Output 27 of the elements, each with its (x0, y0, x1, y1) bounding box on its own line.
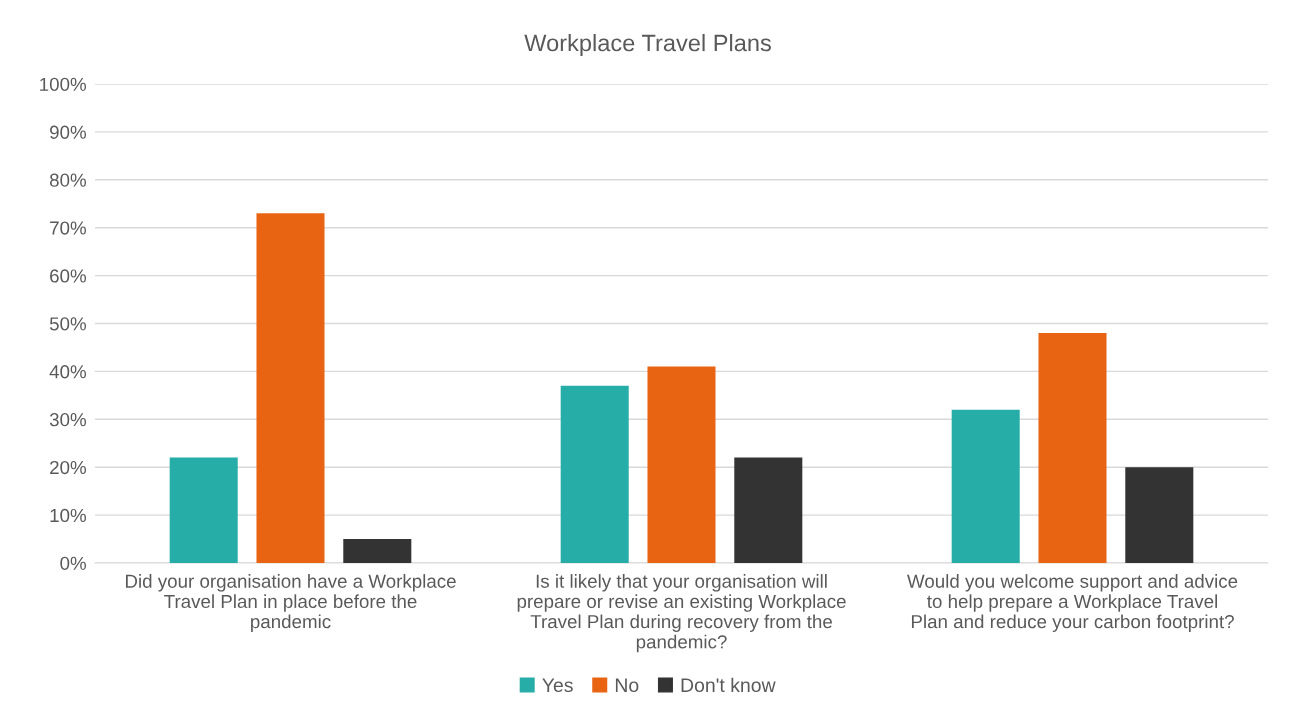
bar (343, 539, 412, 563)
legend-label: Yes (542, 678, 573, 693)
bar (734, 457, 803, 563)
bar (647, 366, 716, 563)
y-tick-label: 50% (49, 317, 86, 331)
y-tick-label: 70% (50, 221, 86, 235)
y-tick-label: 60% (50, 269, 86, 283)
x-tick-label: Would you welcome support and advice to help prepare a Workplace Travel Plan and reduce your carbon footprint? (907, 574, 1238, 632)
legend-label: Don't know (681, 677, 776, 693)
bar (1038, 333, 1107, 563)
x-tick-label: Is it likely that your organisation will prepare or revise an existing Workplace Travel Plan during recovery from the pandemic? (517, 574, 846, 653)
y-tick-label: 100% (40, 77, 86, 91)
chart-title: Workplace Travel Plans (524, 34, 771, 56)
bar (256, 213, 325, 563)
y-tick-label: 40% (49, 365, 86, 379)
y-tick-label: 30% (49, 413, 86, 427)
y-tick-label: 90% (50, 125, 86, 139)
y-tick-label: 0% (60, 556, 86, 570)
bar (1125, 467, 1194, 563)
x-tick-label: Did your organisation have a Workplace Travel Plan in place before the pandemic (125, 574, 456, 632)
y-tick-label: 80% (49, 173, 86, 187)
bar (169, 457, 238, 563)
bar (951, 409, 1020, 563)
y-tick-label: 10% (50, 508, 86, 523)
y-tick-label: 20% (50, 460, 86, 475)
bar (560, 385, 629, 563)
legend-label: No (615, 678, 639, 693)
